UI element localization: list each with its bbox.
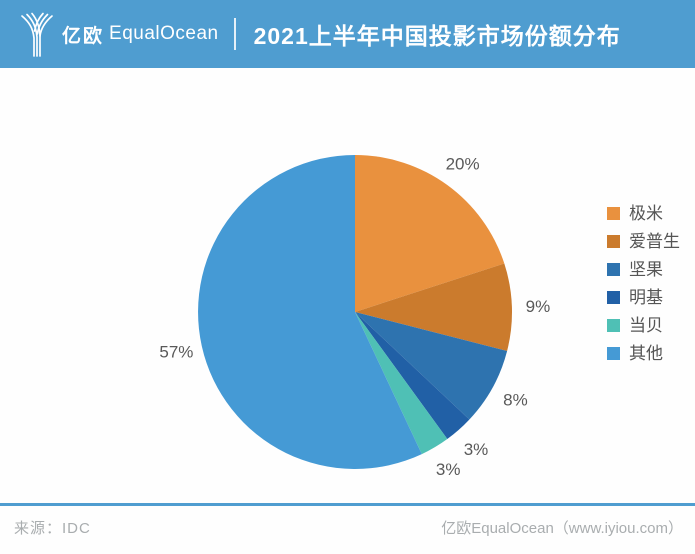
pie-slice-4 (355, 312, 448, 455)
slice-label-1: 9% (526, 297, 551, 316)
legend-swatch-3 (607, 291, 620, 304)
legend-item-label: 坚果 (629, 259, 663, 279)
slice-label-4: 3% (436, 460, 461, 479)
pie-slice-2 (355, 312, 508, 420)
equalocean-logo-icon (21, 12, 53, 57)
legend-swatch-0 (607, 207, 620, 220)
legend-item-label: 当贝 (629, 315, 663, 335)
pie-slice-3 (355, 312, 470, 439)
legend-swatch-4 (607, 319, 620, 332)
legend-swatch-1 (607, 235, 620, 248)
legend-swatch-5 (607, 347, 620, 360)
credit-label: 亿欧EqualOcean（www.iyiou.com） (441, 520, 683, 537)
footer-divider (0, 503, 695, 506)
legend: 极米爱普生坚果明基当贝其他 (607, 203, 680, 375)
legend-item-label: 极米 (629, 203, 663, 223)
logo-text-en: EqualOcean (109, 23, 219, 44)
slice-label-0: 20% (446, 154, 480, 173)
legend-item-label: 爱普生 (629, 231, 680, 251)
legend-item-5: 其他 (607, 343, 680, 363)
pie-slice-1 (355, 263, 513, 351)
slice-label-5: 57% (159, 342, 193, 361)
slice-label-2: 8% (503, 391, 528, 410)
pie-slice-5 (198, 155, 422, 470)
legend-swatch-2 (607, 263, 620, 276)
pie-slice-0 (355, 155, 505, 312)
legend-item-label: 明基 (629, 287, 663, 307)
page-title: 2021上半年中国投影市场份额分布 (253, 23, 621, 49)
equalocean-logo: 亿欧 EqualOcean (19, 11, 219, 58)
slice-label-3: 3% (464, 440, 489, 459)
legend-item-4: 当贝 (607, 315, 680, 335)
legend-item-2: 坚果 (607, 259, 680, 279)
header-divider (233, 18, 236, 50)
header-bar: 亿欧 EqualOcean 2021上半年中国投影市场份额分布 (0, 0, 695, 68)
source-label: 来源：IDC (14, 520, 91, 537)
logo-text-cn: 亿欧 (62, 25, 105, 47)
legend-item-3: 明基 (607, 287, 680, 307)
legend-item-label: 其他 (629, 343, 663, 363)
legend-item-1: 爱普生 (607, 231, 680, 251)
legend-item-0: 极米 (607, 203, 680, 223)
